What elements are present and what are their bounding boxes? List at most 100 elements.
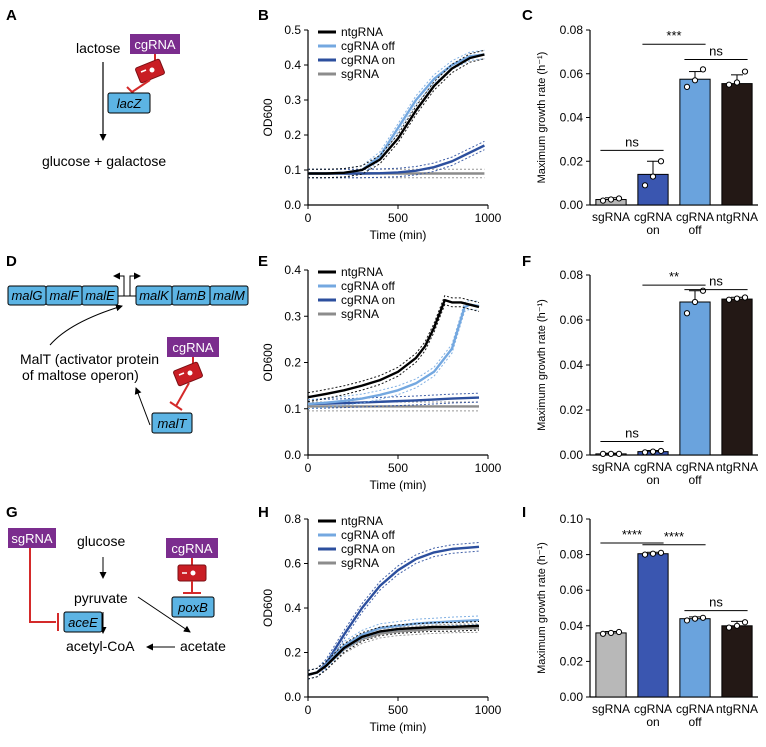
y-axis-title: OD600 xyxy=(261,98,275,136)
panel-label-e: E xyxy=(258,253,268,270)
panel-label-h: H xyxy=(258,504,269,521)
significance-label: **** xyxy=(664,529,684,544)
y-tick-label: 0.8 xyxy=(284,512,301,526)
data-point xyxy=(615,195,623,202)
x-tick-label: 500 xyxy=(388,703,408,717)
category-label: cgRNA xyxy=(676,702,714,716)
y-tick-label: 0.2 xyxy=(284,128,301,142)
x-tick-label: 1000 xyxy=(475,211,502,225)
category-label: ntgRNA xyxy=(716,460,758,474)
x-tick-label: 0 xyxy=(305,703,312,717)
legend-label-sgrna: sgRNA xyxy=(341,307,379,321)
category-label: off xyxy=(688,715,702,729)
legend-label-cgrna-off: cgRNA off xyxy=(341,279,395,293)
legend-label-sgrna: sgRNA xyxy=(341,67,379,81)
data-point xyxy=(699,287,707,294)
y-tick-label: 0.0 xyxy=(284,448,301,462)
data-point xyxy=(607,629,615,637)
bar xyxy=(679,618,711,698)
cgrna-label-g: cgRNA xyxy=(171,541,213,556)
data-point xyxy=(599,197,607,204)
bar xyxy=(679,301,711,456)
y-tick-label: 0.3 xyxy=(284,309,301,323)
bar xyxy=(595,632,627,698)
cgrna-box xyxy=(130,34,180,54)
acetate-label: acetate xyxy=(180,638,226,654)
y-tick-label: 0.0 xyxy=(284,198,301,212)
panel-a: A lactose glucose + galactose cgRNA lacZ xyxy=(6,7,180,169)
y-tick-label: 0.04 xyxy=(560,358,584,372)
panel-label-g: G xyxy=(6,504,18,521)
y-tick-label: 0.0 xyxy=(284,690,301,704)
data-point xyxy=(733,79,741,86)
data-point xyxy=(657,549,665,556)
y-tick-label: 0.06 xyxy=(560,583,584,597)
y-tick-label: 0.5 xyxy=(284,23,301,37)
panel-e-growth-curve: E 0.0 0.1 0.2 0.3 0.4 0 500 1000 Time (min) OD600… xyxy=(258,253,502,492)
gene-malg: malG xyxy=(11,288,42,303)
data-point xyxy=(741,294,749,301)
series-line-ntgrna xyxy=(308,53,485,175)
x-tick-label: 500 xyxy=(388,211,408,225)
error-band-upper-cgrna-off xyxy=(307,615,480,671)
legend-label-cgrna-on: cgRNA on xyxy=(341,293,395,307)
panel-d: D malG malF malE malK lamB malM MalT (ac… xyxy=(6,253,249,434)
inhibitor-line xyxy=(131,79,151,93)
acetylcoa-label: acetyl-CoA xyxy=(66,638,135,654)
y-axis-title: Maximum growth rate (h⁻¹) xyxy=(536,299,548,431)
x-axis-title: Time (min) xyxy=(370,228,427,242)
error-band-lower-ntgrna xyxy=(308,58,485,179)
gene-malm: malM xyxy=(213,288,245,303)
panel-b-growth-curve: B 0.0 0.1 0.2 0.3 0.4 0.5 0 500 1000 Time (min) OD… xyxy=(258,7,502,242)
y-tick-label: 0.08 xyxy=(560,23,584,37)
y-tick-label: 0.2 xyxy=(284,646,301,660)
y-tick-label: 0.04 xyxy=(560,619,584,633)
panel-label-d: D xyxy=(6,253,17,270)
category-label: on xyxy=(646,223,659,237)
data-point xyxy=(641,449,649,456)
promoter-arrow-left xyxy=(113,272,125,296)
malt-label: malT xyxy=(158,416,188,431)
data-point xyxy=(725,81,733,88)
legend-label-ntgrna: ntgRNA xyxy=(341,265,383,279)
error-band-lower-cgrna-on xyxy=(307,401,480,410)
category-label: sgRNA xyxy=(592,460,630,474)
panel-label-i: I xyxy=(522,504,526,521)
y-tick-label: 0.02 xyxy=(560,403,584,417)
data-point xyxy=(615,450,623,457)
activation-arrow xyxy=(49,304,123,346)
data-point xyxy=(733,622,741,629)
category-label: off xyxy=(688,473,702,487)
series-line-ntgrna xyxy=(307,624,480,676)
legend-label-sgrna: sgRNA xyxy=(341,556,379,570)
y-axis-title: OD600 xyxy=(261,589,275,627)
error-band-lower-ntgrna xyxy=(307,303,480,403)
sgrna-box xyxy=(8,528,56,548)
category-label: off xyxy=(688,223,702,237)
data-point xyxy=(691,298,699,306)
data-point xyxy=(607,450,615,457)
error-band-upper-ntgrna xyxy=(307,294,480,394)
data-point xyxy=(641,551,649,558)
x-tick-label: 1000 xyxy=(475,703,502,717)
panel-c-growth-rate: C 0.00 0.02 0.04 0.06 0.08 Maximum growth rat… xyxy=(522,7,758,237)
y-tick-label: 0.08 xyxy=(560,548,584,562)
significance-label: ns xyxy=(625,426,639,441)
y-tick-label: 0.00 xyxy=(560,690,584,704)
category-label: cgRNA xyxy=(676,210,714,224)
poxb-label: poxB xyxy=(177,600,208,615)
x-tick-label: 500 xyxy=(388,461,408,475)
data-point xyxy=(699,614,707,621)
inhibitor-line-d xyxy=(175,382,190,407)
cgrna-label: cgRNA xyxy=(134,37,176,52)
y-tick-label: 0.06 xyxy=(560,313,584,327)
legend-label-ntgrna: ntgRNA xyxy=(341,514,383,528)
significance-label: ** xyxy=(669,269,679,284)
significance-label: ns xyxy=(709,595,723,610)
data-point xyxy=(683,310,691,317)
y-tick-label: 0.6 xyxy=(284,557,301,571)
sgrna-inhibitor-line xyxy=(29,548,56,623)
category-label: sgRNA xyxy=(592,210,630,224)
significance-label: *** xyxy=(666,28,681,43)
y-tick-label: 0.00 xyxy=(560,198,584,212)
